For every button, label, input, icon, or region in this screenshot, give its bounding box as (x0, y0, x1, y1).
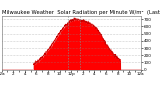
Text: Milwaukee Weather  Solar Radiation per Minute W/m²  (Last 24 Hours): Milwaukee Weather Solar Radiation per Mi… (2, 10, 160, 15)
